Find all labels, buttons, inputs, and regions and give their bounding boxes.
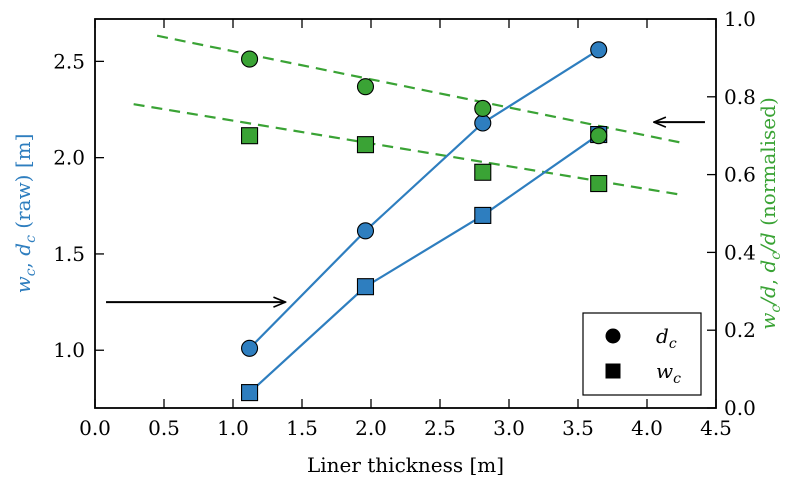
data-point-left-d-c xyxy=(474,114,492,132)
legend-marker-circle xyxy=(605,328,621,344)
x-tick-label: 1.5 xyxy=(286,416,318,440)
data-point-right-w-c xyxy=(356,136,375,154)
data-point-left-d-c xyxy=(356,222,375,240)
data-point-right-d-c xyxy=(356,78,375,96)
y-right-tick-label: 0.2 xyxy=(724,318,756,342)
data-point-right-d-c xyxy=(241,50,259,68)
data-point-right-w-c xyxy=(590,174,608,193)
y-right-tick-label: 1.0 xyxy=(724,7,756,31)
series-lines xyxy=(248,48,600,394)
data-point-left-w-c xyxy=(474,206,492,224)
series-line-left-w-c xyxy=(248,133,600,394)
x-tick-label: 2.5 xyxy=(424,416,456,440)
y-left-tick-label: 1.0 xyxy=(53,338,85,362)
data-point-right-w-c xyxy=(241,127,259,145)
y-right-axis-title: wc/d, dc/d (normalised) xyxy=(756,97,784,330)
data-point-right-d-c xyxy=(590,127,608,145)
x-tick-label: 3.0 xyxy=(493,416,525,440)
x-tick-label: 0.5 xyxy=(148,416,180,440)
y-left-tick-label: 1.5 xyxy=(53,242,85,266)
x-tick-label: 0.0 xyxy=(79,416,111,440)
trend-line-w-c xyxy=(133,103,682,196)
legend-label-wc: wc xyxy=(656,359,681,387)
y-right-tick-label: 0.4 xyxy=(724,240,756,264)
x-tick-label: 4.0 xyxy=(631,416,663,440)
y-left-tick-label: 2.5 xyxy=(53,49,85,73)
annotation-arrows xyxy=(106,122,705,302)
data-point-left-w-c xyxy=(356,278,375,296)
legend-label-dc: dc xyxy=(656,324,677,352)
plot-frame xyxy=(94,18,717,409)
legend-marker-square xyxy=(605,363,621,379)
data-point-right-d-c xyxy=(474,99,492,118)
x-tick-label: 4.5 xyxy=(700,416,732,440)
x-tick-label: 2.0 xyxy=(355,416,387,440)
data-point-right-w-c xyxy=(474,163,492,181)
y-right-tick-label: 0.0 xyxy=(724,396,756,420)
x-tick-label: 3.5 xyxy=(562,416,594,440)
legend-box xyxy=(582,312,702,396)
data-point-left-d-c xyxy=(590,41,608,59)
axis-ticks: 0.0 0.5 1.0 1.5 2.0 2.5 3.0 3.5 4.0 4.5 1.0 1.5 2.0 2… xyxy=(53,7,756,440)
data-point-left-w-c xyxy=(241,384,259,402)
y-left-tick-label: 2.0 xyxy=(53,146,85,170)
series-line-left-d-c xyxy=(248,48,600,350)
data-point-left-d-c xyxy=(241,339,259,357)
series-markers xyxy=(241,41,608,402)
axis-titles: Liner thickness [m] wc, dc (raw) [m] wc/d,… xyxy=(11,97,784,477)
y-right-tick-label: 0.6 xyxy=(724,163,756,187)
legend: dc wc xyxy=(582,312,702,396)
trend-lines xyxy=(133,34,682,196)
x-axis-title: Liner thickness [m] xyxy=(307,453,504,477)
y-right-tick-label: 0.8 xyxy=(724,85,756,109)
x-tick-label: 1.0 xyxy=(217,416,249,440)
y-left-axis-title: wc, dc (raw) [m] xyxy=(11,134,39,294)
